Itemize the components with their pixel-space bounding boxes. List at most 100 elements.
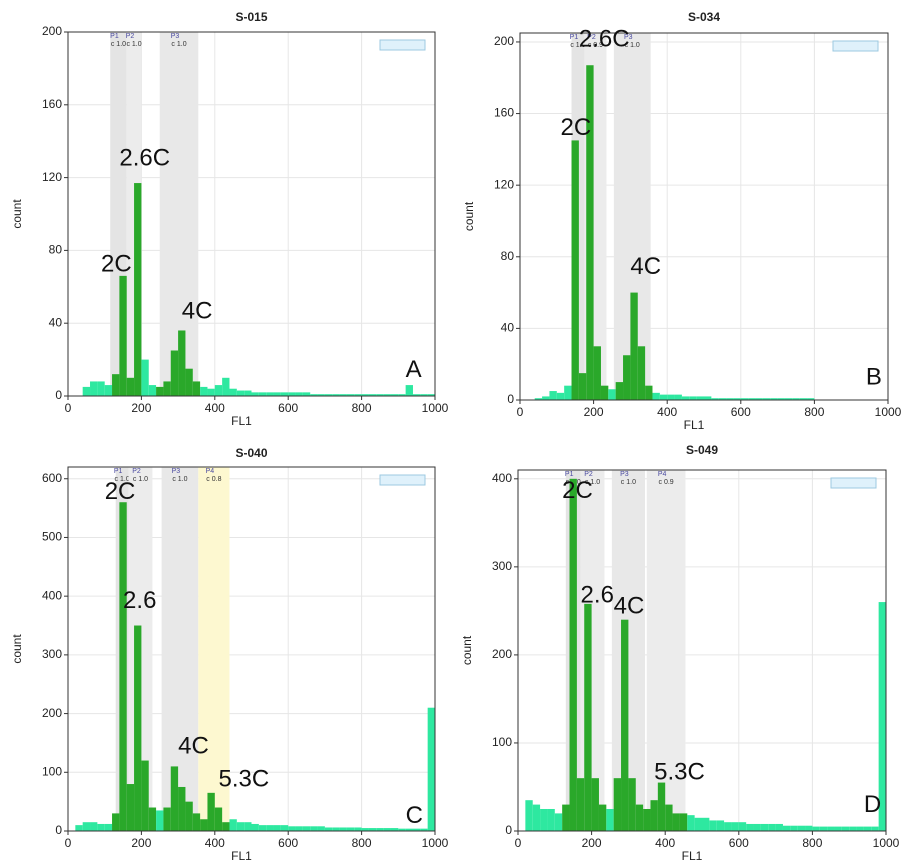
bar xyxy=(547,809,554,831)
y-tick-label: 400 xyxy=(492,471,512,485)
bar xyxy=(695,818,702,831)
bar xyxy=(83,822,90,831)
x-tick-label: 600 xyxy=(731,405,751,419)
x-tick-label: 200 xyxy=(584,405,604,419)
gate-name: P3 xyxy=(172,468,181,475)
y-tick-label: 0 xyxy=(55,388,62,402)
bar xyxy=(689,396,696,400)
bar xyxy=(141,761,148,831)
x-tick-label: 200 xyxy=(131,836,151,850)
bar xyxy=(149,385,156,396)
bar xyxy=(112,813,119,831)
gate-label: c 0.8 xyxy=(206,476,221,483)
annotation: 4C xyxy=(630,253,661,280)
bar xyxy=(229,389,236,396)
bar xyxy=(259,825,266,831)
x-tick-label: 600 xyxy=(278,836,298,850)
bar xyxy=(525,800,532,831)
bar xyxy=(178,787,185,831)
bar xyxy=(185,802,192,831)
annotation: 2C xyxy=(560,114,591,141)
bar xyxy=(90,381,97,396)
bar xyxy=(244,391,251,396)
bar xyxy=(105,824,112,831)
gate-name: P3 xyxy=(171,33,180,40)
panel: P1c 1.0P2c 1.0P3c 1.0P4c 0.8020040060080… xyxy=(10,446,448,863)
inset-box xyxy=(380,40,425,50)
bar xyxy=(244,822,251,831)
annotation: 5.3C xyxy=(654,759,705,786)
bar xyxy=(281,392,288,396)
bar xyxy=(623,355,630,400)
bar xyxy=(119,502,126,831)
bar xyxy=(798,826,805,831)
bar xyxy=(636,805,643,831)
y-tick-label: 100 xyxy=(492,735,512,749)
bar xyxy=(606,809,613,831)
bar xyxy=(579,373,586,400)
bar xyxy=(215,808,222,831)
bar xyxy=(156,810,163,831)
x-tick-label: 0 xyxy=(65,836,72,850)
bar xyxy=(667,395,674,400)
annotation: 2C xyxy=(101,250,132,277)
x-tick-label: 200 xyxy=(131,401,151,415)
bar xyxy=(724,822,731,831)
bar xyxy=(266,825,273,831)
annotation: 4C xyxy=(182,298,213,325)
gate-name: P3 xyxy=(620,471,629,478)
bar xyxy=(783,826,790,831)
x-tick-label: 400 xyxy=(655,836,675,850)
bar xyxy=(645,386,652,400)
bar xyxy=(761,824,768,831)
bar xyxy=(717,820,724,831)
x-tick-label: 400 xyxy=(205,401,225,415)
bar xyxy=(281,825,288,831)
bar xyxy=(638,346,645,400)
bar xyxy=(296,392,303,396)
y-tick-label: 500 xyxy=(42,530,62,544)
bar xyxy=(557,393,564,400)
bar xyxy=(562,805,569,831)
y-tick-label: 160 xyxy=(494,106,514,120)
bar xyxy=(608,389,615,400)
bar xyxy=(739,822,746,831)
x-tick-label: 800 xyxy=(352,836,372,850)
bar xyxy=(266,392,273,396)
x-tick-label: 800 xyxy=(804,405,824,419)
bar xyxy=(185,369,192,396)
bar xyxy=(406,385,413,396)
x-tick-label: 1000 xyxy=(422,401,449,415)
bar xyxy=(90,822,97,831)
inset-box xyxy=(380,475,425,485)
x-axis-label: FL1 xyxy=(231,414,252,428)
bar xyxy=(731,822,738,831)
bar xyxy=(428,708,435,831)
inset-box xyxy=(833,41,878,51)
bar xyxy=(163,808,170,831)
annotation: A xyxy=(406,356,422,383)
bar xyxy=(310,826,317,831)
bar xyxy=(252,824,259,831)
chart-title: S-015 xyxy=(235,10,267,24)
bar xyxy=(215,385,222,396)
bar xyxy=(207,389,214,396)
x-tick-label: 1000 xyxy=(875,405,902,419)
bar xyxy=(318,826,325,831)
gate-region xyxy=(581,470,605,831)
x-tick-label: 0 xyxy=(65,401,72,415)
annotation: 4C xyxy=(178,733,209,760)
bar xyxy=(149,808,156,831)
y-tick-label: 40 xyxy=(49,315,63,329)
annotation: 4C xyxy=(614,593,645,620)
y-tick-label: 300 xyxy=(492,559,512,573)
bar xyxy=(555,813,562,831)
bar xyxy=(127,378,134,396)
bar xyxy=(680,813,687,831)
bar xyxy=(790,826,797,831)
bar xyxy=(652,393,659,400)
bar xyxy=(340,827,347,831)
chart-title: S-049 xyxy=(686,443,718,457)
y-tick-label: 120 xyxy=(494,177,514,191)
annotation: D xyxy=(864,791,881,818)
